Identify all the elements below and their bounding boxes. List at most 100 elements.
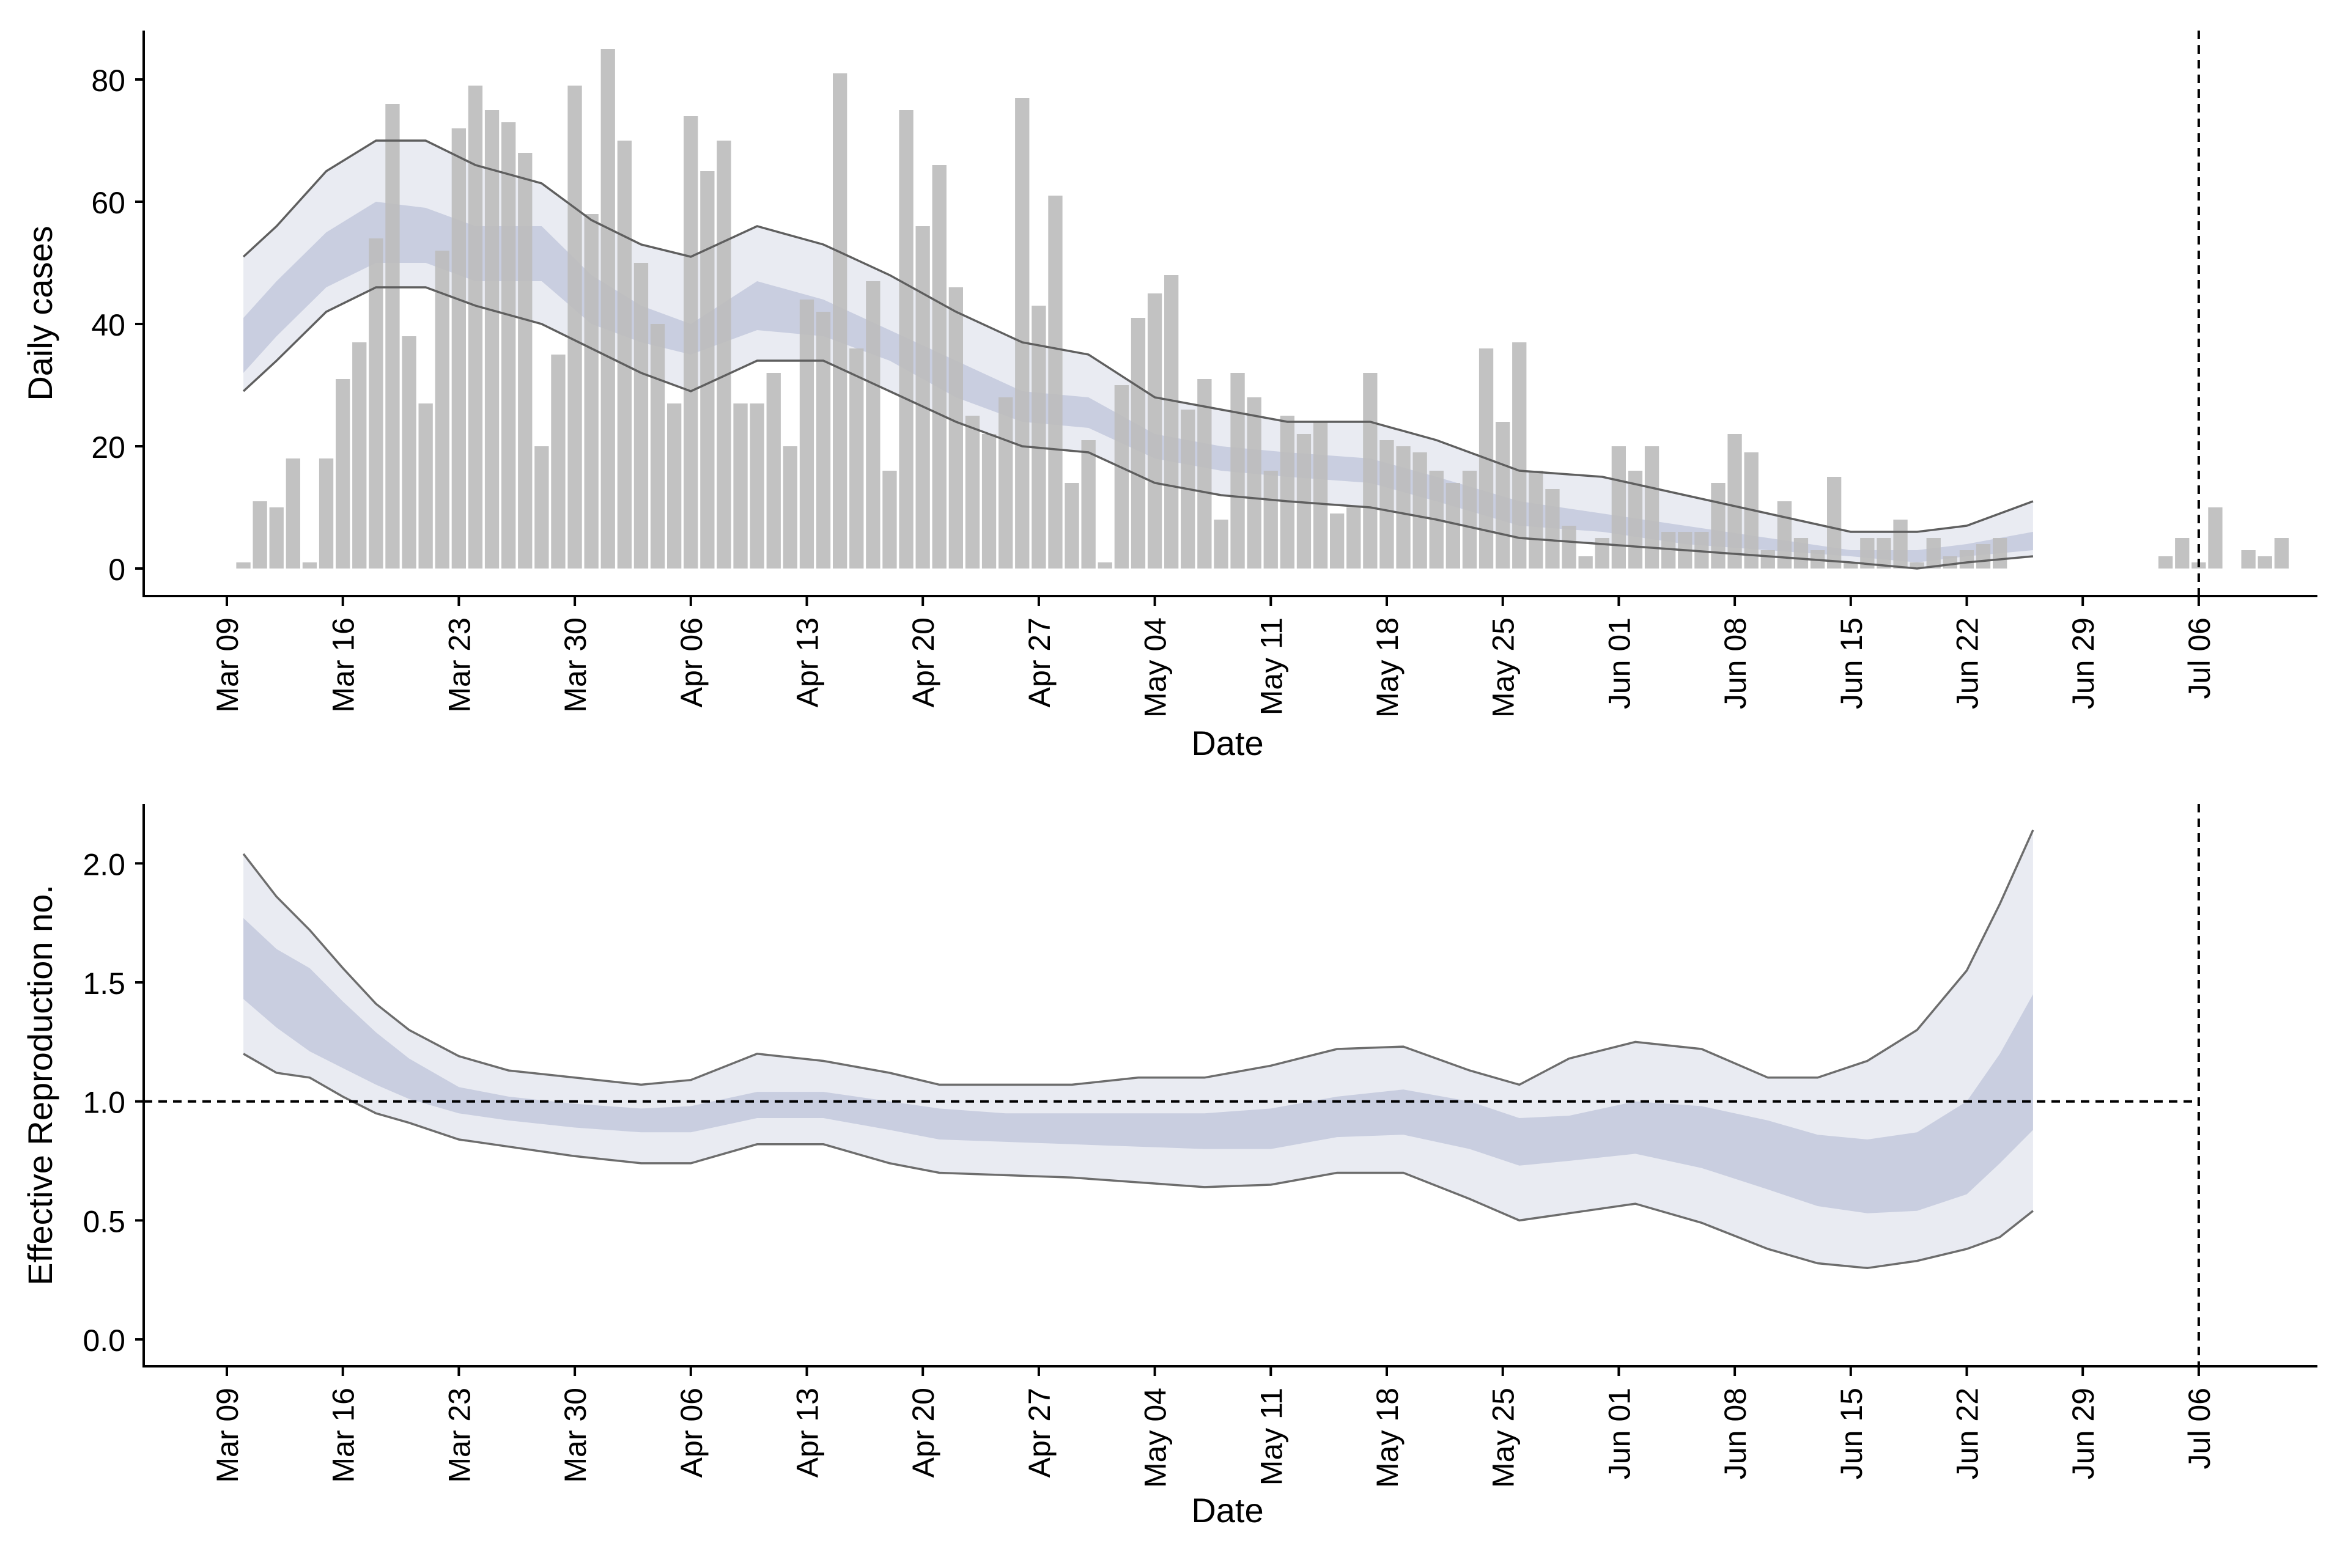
reproduction-number-x-tick-label: Jun 01: [1602, 1388, 1636, 1479]
daily-cases-x-tick-label: Mar 23: [442, 617, 476, 713]
daily-cases-y-tick-label: 60: [91, 186, 125, 220]
daily-cases-bar: [932, 165, 947, 569]
daily-cases-bar: [1910, 562, 1924, 569]
daily-cases-y-ticks: 0 20 40 60 80: [91, 64, 144, 587]
daily-cases-bar: [766, 373, 781, 569]
reproduction-number-y-tick-label: 1.5: [83, 966, 125, 1001]
daily-cases-bar: [1578, 556, 1593, 569]
reproduction-number-outer-band: [243, 830, 2033, 1268]
daily-cases-bar: [1296, 434, 1312, 569]
daily-cases-x-tick-label: May 04: [1139, 617, 1173, 718]
reproduction-number-x-tick-label: May 04: [1139, 1388, 1173, 1488]
daily-cases-bar: [1197, 379, 1212, 569]
daily-cases-lower-bound-line: [242, 286, 2034, 570]
daily-cases-bar: [1877, 538, 1891, 569]
reproduction-number-x-tick-label: May 18: [1370, 1388, 1405, 1488]
daily-cases-bar: [1545, 489, 1560, 569]
daily-cases-bar: [1412, 452, 1427, 569]
daily-cases-bar: [816, 312, 831, 569]
daily-cases-bar: [1363, 373, 1378, 569]
daily-cases-bar: [1445, 483, 1460, 569]
reproduction-number-lower-bound-line: [243, 1053, 2034, 1270]
reproduction-number-x-tick-label: Mar 30: [558, 1388, 593, 1483]
daily-cases-bound-lines: [242, 139, 2034, 570]
daily-cases-bar: [915, 226, 930, 569]
daily-cases-bar: [899, 110, 914, 569]
daily-cases-bar: [336, 379, 350, 569]
daily-cases-bar: [468, 86, 483, 569]
daily-cases-bar: [451, 128, 466, 569]
daily-cases-bar: [1280, 416, 1294, 569]
daily-cases-x-tick-label: Jul 06: [2182, 617, 2217, 699]
daily-cases-bar: [352, 342, 367, 569]
daily-cases-bar: [2241, 550, 2256, 569]
daily-cases-bar: [1330, 513, 1345, 569]
daily-cases-bar: [617, 141, 632, 569]
daily-cases-bar: [2258, 556, 2272, 569]
daily-cases-bar: [1313, 422, 1328, 569]
reproduction-number-x-tick-label: Apr 27: [1022, 1388, 1057, 1478]
daily-cases-x-tick-label: Mar 16: [327, 617, 361, 713]
daily-cases-bar: [253, 501, 267, 569]
daily-cases-bar: [1844, 562, 1858, 569]
reproduction-number-x-tick-label: Jun 15: [1834, 1388, 1869, 1479]
daily-cases-bar: [1976, 544, 1991, 569]
daily-cases-bar: [1993, 538, 2007, 569]
daily-cases-outer-band: [243, 141, 2033, 569]
daily-cases-bar: [286, 458, 300, 569]
daily-cases-x-tick-label: Apr 06: [674, 617, 709, 707]
daily-cases-bar: [1644, 446, 1659, 569]
daily-cases-bar: [1860, 538, 1875, 569]
reproduction-number-x-tick-label: Jun 29: [2066, 1388, 2100, 1479]
reproduction-number-y-tick-label: 2.0: [83, 847, 125, 882]
daily-cases-bands: [243, 141, 2033, 569]
daily-cases-bar: [501, 122, 516, 569]
daily-cases-bar: [369, 238, 383, 569]
daily-cases-bar: [733, 403, 748, 569]
daily-cases-upper-bound-line: [242, 139, 2034, 533]
daily-cases-x-tick-label: May 11: [1254, 617, 1288, 715]
daily-cases-bar: [1611, 446, 1626, 569]
daily-cases-x-tick-label: May 25: [1486, 617, 1521, 718]
daily-cases-bar: [2208, 507, 2223, 569]
reproduction-number-y-tick-label: 0.0: [83, 1323, 125, 1358]
daily-cases-y-tick-label: 20: [91, 430, 125, 465]
daily-cases-bar: [965, 416, 980, 569]
daily-cases-y-tick-label: 40: [91, 308, 125, 342]
daily-cases-bar: [1512, 342, 1527, 569]
daily-cases-x-tick-label: Apr 27: [1022, 617, 1057, 707]
daily-cases-bar: [1496, 422, 1510, 569]
daily-cases-bar: [1081, 440, 1096, 569]
daily-cases-bar: [1827, 477, 1842, 569]
daily-cases-bar: [1346, 507, 1361, 569]
daily-cases-bar: [1793, 538, 1809, 569]
daily-cases-bar: [1098, 562, 1112, 569]
reproduction-number-x-tick-label: May 11: [1254, 1388, 1288, 1485]
daily-cases-bar: [1247, 397, 1261, 569]
daily-cases-x-tick-label: Mar 30: [558, 617, 593, 713]
daily-cases-bar: [385, 104, 400, 569]
reproduction-number-x-tick-label: Mar 09: [210, 1388, 245, 1483]
daily-cases-bar: [484, 110, 500, 569]
daily-cases-bar: [319, 458, 334, 569]
daily-cases-bar: [1462, 471, 1477, 569]
reproduction-number-x-tick-label: Jul 06: [2182, 1388, 2217, 1469]
daily-cases-bar: [418, 403, 433, 569]
daily-cases-bar: [551, 355, 566, 569]
daily-cases-bar: [1131, 318, 1146, 569]
daily-cases-y-tick-label: 80: [91, 64, 125, 98]
reproduction-number-x-tick-label: Apr 20: [906, 1388, 940, 1478]
daily-cases-bar: [684, 116, 698, 569]
daily-cases-bar: [1214, 520, 1228, 569]
daily-cases-bar: [1164, 275, 1179, 569]
daily-cases-x-tick-label: Apr 13: [791, 617, 825, 707]
daily-cases-bar: [667, 403, 682, 569]
daily-cases-bar: [833, 73, 847, 569]
daily-cases-x-tick-label: Jun 15: [1834, 617, 1869, 709]
daily-cases-bar: [999, 397, 1013, 569]
daily-cases-bar: [783, 446, 797, 569]
daily-cases-bar: [1926, 538, 1941, 569]
daily-cases-bar: [1065, 483, 1079, 569]
daily-cases-bar: [534, 446, 549, 569]
daily-cases-bar: [1048, 196, 1063, 569]
